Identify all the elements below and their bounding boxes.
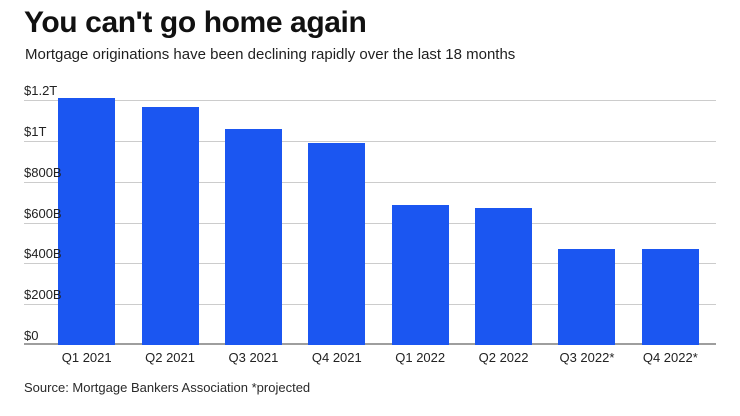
bar-slot [379,100,462,345]
plot-area: $1.2T $1T $800B $600B $400B $200B $0 [24,83,716,345]
x-axis-labels: Q1 2021 Q2 2021 Q3 2021 Q4 2021 Q1 2022 Q2 20… [45,350,712,365]
bar-slot [545,100,628,345]
x-tick-label: Q1 2022 [395,350,446,365]
bar-q3-2021 [224,128,282,345]
bar-slot [128,100,211,345]
y-tick-label: $200B [24,287,62,303]
bar-q4-2021 [308,142,366,345]
bar-q1-2021 [58,97,116,345]
x-tick-label: Q4 2022* [642,350,698,365]
x-tick-label: Q2 2022 [478,350,529,365]
bar-q4-2022 [641,249,699,345]
bar-q2-2021 [141,107,199,345]
y-tick-label: $800B [24,164,62,180]
bar-slot [45,97,128,345]
gridline [24,304,716,306]
x-tick-label: Q3 2021 [228,350,279,365]
bar-slot [295,100,378,345]
bar-q2-2022 [475,207,533,345]
y-tick-label: $1.2T [24,83,58,98]
chart-subtitle: Mortgage originations have been declinin… [25,46,516,63]
bar-slot [462,100,545,345]
y-tick-label: $600B [24,205,62,221]
bar-slot [629,100,712,345]
x-tick-label: Q1 2021 [61,350,112,365]
bars-layer [45,97,712,345]
gridline [24,222,716,224]
gridline [24,100,716,101]
bar-slot [212,100,295,345]
gridline [24,181,716,183]
gridline [24,140,716,142]
x-tick-label: Q2 2021 [145,350,195,365]
x-axis-baseline [24,343,716,345]
gridline [24,263,716,265]
source-note: Source: Mortgage Bankers Association *pr… [24,380,311,395]
y-tick-label: $400B [24,246,62,262]
y-tick-label: $0 [24,328,39,343]
y-tick-label: $1T [24,123,47,139]
x-tick-label: Q4 2021 [311,350,362,365]
bar-q1-2022 [391,205,449,345]
chart-title: You can't go home again [24,6,367,39]
bar-q3-2022 [558,248,616,345]
x-tick-label: Q3 2022* [559,350,615,365]
